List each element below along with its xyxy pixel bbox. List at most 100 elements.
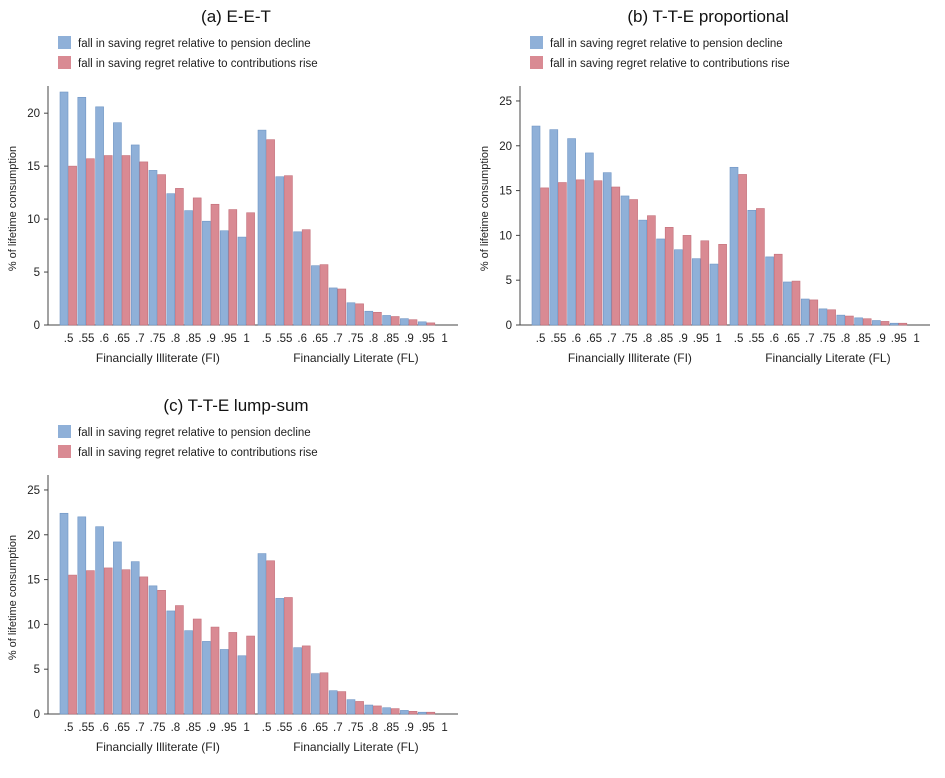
x-tick-label: 1 bbox=[243, 722, 249, 734]
bar-fl-contrib-6 bbox=[373, 705, 382, 715]
y-tick-label: 0 bbox=[34, 709, 40, 721]
bar-fl-contrib-2 bbox=[773, 253, 783, 326]
bar-fi-contrib-1 bbox=[558, 182, 567, 326]
x-tick-label: .55 bbox=[276, 333, 292, 345]
bar-fi-contrib-4 bbox=[611, 186, 621, 326]
x-tick-label: .8 bbox=[841, 333, 851, 345]
bar-fi-pension-9 bbox=[219, 649, 229, 715]
x-tick-label: .6 bbox=[99, 722, 109, 734]
bar-fl-pension-5 bbox=[818, 308, 828, 326]
bar-fi-contrib-1 bbox=[86, 158, 95, 326]
legend-swatch-pension-decline bbox=[58, 425, 71, 438]
y-tick-label: 15 bbox=[27, 575, 40, 587]
bar-fl-contrib-7 bbox=[390, 708, 400, 715]
x-tick-label: .9 bbox=[404, 333, 414, 345]
x-tick-label: .5 bbox=[262, 333, 272, 345]
bar-fl-pension-2 bbox=[765, 256, 774, 326]
bar-fl-pension-4 bbox=[328, 690, 338, 715]
bar-fl-pension-2 bbox=[293, 231, 302, 326]
legend-swatch-contributions-rise bbox=[58, 56, 71, 69]
y-tick-label: 10 bbox=[27, 214, 40, 226]
bar-fl-contrib-9 bbox=[898, 322, 908, 326]
x-tick-label: .65 bbox=[114, 722, 130, 734]
bar-fl-contrib-6 bbox=[373, 311, 382, 326]
x-tick-label: .75 bbox=[622, 333, 638, 345]
bar-fi-contrib-5 bbox=[157, 590, 166, 715]
x-tick-label: .7 bbox=[607, 333, 617, 345]
y-tick-label: 10 bbox=[27, 619, 40, 631]
y-tick-label: 25 bbox=[499, 96, 512, 108]
chart-c-svg: (c) T-T-E lump-sum fall in saving regret … bbox=[7, 396, 458, 754]
bar-fi-pension-1 bbox=[549, 129, 559, 326]
bar-fi-contrib-2 bbox=[103, 567, 113, 715]
y-axis-label: % of lifetime consumption bbox=[7, 535, 19, 660]
bar-fi-contrib-0 bbox=[68, 165, 77, 326]
x-tick-label: .65 bbox=[312, 333, 328, 345]
bar-fl-pension-9 bbox=[889, 322, 899, 326]
x-tick-label: .5 bbox=[536, 333, 546, 345]
bar-fi-pension-0 bbox=[59, 91, 69, 326]
group-label-fl: Financially Literate (FL) bbox=[765, 351, 890, 365]
chart-title: (b) T-T-E proportional bbox=[627, 7, 788, 26]
bar-fi-contrib-7 bbox=[192, 618, 202, 715]
x-tick-label: .7 bbox=[135, 333, 145, 345]
x-tick-label: 1 bbox=[243, 333, 249, 345]
bar-fi-contrib-5 bbox=[157, 174, 166, 326]
x-tick-label: .85 bbox=[383, 722, 399, 734]
x-tick-label: .85 bbox=[185, 333, 201, 345]
bar-fi-pension-7 bbox=[184, 630, 193, 715]
bar-fi-pension-7 bbox=[656, 238, 665, 326]
bar-fl-contrib-4 bbox=[337, 288, 347, 326]
legend-swatch-pension-decline bbox=[530, 36, 543, 49]
bar-fi-pension-2 bbox=[95, 106, 104, 326]
chart-title: (c) T-T-E lump-sum bbox=[163, 396, 308, 415]
bar-fi-pension-4 bbox=[602, 172, 612, 326]
y-tick-label: 20 bbox=[499, 141, 512, 153]
bar-fl-contrib-1 bbox=[284, 597, 293, 715]
bar-fl-contrib-0 bbox=[738, 174, 747, 326]
bar-fl-pension-9 bbox=[417, 321, 427, 326]
x-tick-label: .55 bbox=[748, 333, 764, 345]
bar-fl-pension-3 bbox=[783, 281, 792, 326]
group-label-fl: Financially Literate (FL) bbox=[293, 740, 418, 754]
legend-label-pension-decline: fall in saving regret relative to pensio… bbox=[550, 38, 783, 50]
bar-fl-contrib-2 bbox=[301, 229, 311, 326]
legend-label-pension-decline: fall in saving regret relative to pensio… bbox=[78, 427, 311, 439]
bar-fl-pension-8 bbox=[400, 318, 409, 326]
x-tick-label: .75 bbox=[820, 333, 836, 345]
bar-fi-contrib-3 bbox=[121, 155, 131, 326]
bar-fi-pension-2 bbox=[567, 138, 576, 326]
chart-title: (a) E-E-T bbox=[201, 7, 271, 26]
bar-fi-pension-5 bbox=[148, 585, 158, 715]
y-axis-label: % of lifetime consumption bbox=[7, 146, 19, 271]
bar-fl-contrib-4 bbox=[337, 691, 347, 715]
bar-fi-contrib-6 bbox=[647, 215, 656, 326]
bar-fi-pension-0 bbox=[531, 125, 541, 326]
x-tick-label: .6 bbox=[99, 333, 109, 345]
y-tick-label: 15 bbox=[27, 161, 40, 173]
bar-fi-pension-9 bbox=[219, 230, 229, 326]
bar-fi-pension-5 bbox=[620, 195, 630, 326]
bar-fl-pension-0 bbox=[729, 166, 739, 326]
bar-fi-contrib-6 bbox=[175, 188, 184, 326]
x-tick-label: .55 bbox=[550, 333, 566, 345]
bar-fl-contrib-8 bbox=[880, 321, 890, 326]
x-tick-label: 1 bbox=[715, 333, 721, 345]
group-label-fi: Financially Illiterate (FI) bbox=[568, 351, 692, 365]
bar-fi-pension-2 bbox=[95, 526, 104, 715]
x-tick-label: .9 bbox=[678, 333, 688, 345]
x-tick-label: .85 bbox=[383, 333, 399, 345]
bar-fl-pension-7 bbox=[854, 317, 863, 326]
bar-fl-contrib-7 bbox=[862, 318, 872, 326]
bar-fi-pension-10 bbox=[709, 263, 719, 326]
bar-fi-pension-9 bbox=[691, 258, 701, 326]
x-tick-label: .7 bbox=[135, 722, 145, 734]
bar-fi-pension-4 bbox=[130, 144, 140, 326]
x-tick-label: .8 bbox=[643, 333, 653, 345]
bar-fi-contrib-2 bbox=[575, 179, 585, 326]
bar-fi-pension-5 bbox=[148, 170, 158, 326]
x-tick-label: .6 bbox=[297, 722, 307, 734]
bar-fi-pension-6 bbox=[638, 219, 648, 326]
bar-fi-contrib-9 bbox=[228, 209, 238, 326]
bar-fl-pension-3 bbox=[311, 673, 320, 715]
